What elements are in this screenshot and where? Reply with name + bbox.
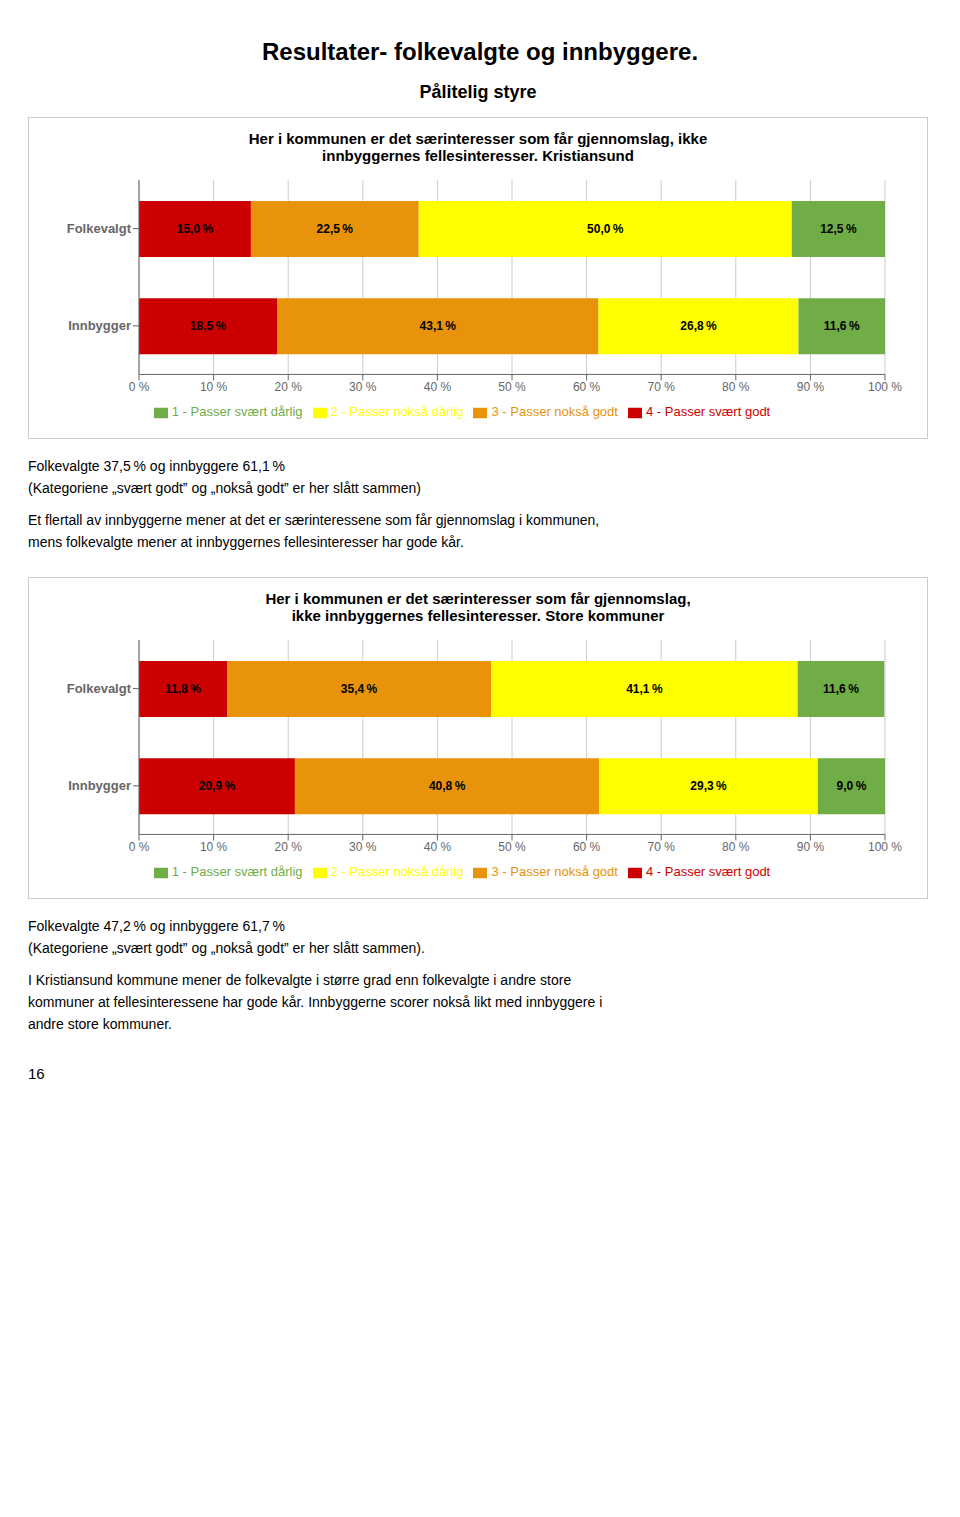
svg-text:90 %: 90 % [797,380,825,394]
svg-text:40 %: 40 % [424,840,452,854]
html-text:3 - Passer nokså godt: 3 - Passer nokså godt [491,404,618,420]
svg-text:80 %: 80 % [722,840,750,854]
html-text:2 - Passer nokså dårlig: 2 - Passer nokså dårlig [330,864,464,880]
svg-text:11,6 %: 11,6 % [823,682,859,696]
svg-text:43,1 %: 43,1 % [420,319,457,333]
html-text:4 - Passer svært godt: 4 - Passer svært godt [646,404,771,420]
html-text:(Kategoriene „svært godt” og „: (Kategoriene „svært godt” og „nokså godt… [28,940,425,956]
html-text:16: 16 [28,1065,45,1082]
svg-text:70 %: 70 % [648,840,676,854]
svg-text:15,0 %: 15,0 % [177,222,214,236]
html-text:Folkevalgte 47,2 % og innbygge: Folkevalgte 47,2 % og innbyggere 61,7 % [28,918,285,934]
html-text:Folkevalgte 37,5 % og innbygge: Folkevalgte 37,5 % og innbyggere 61,1 % [28,458,285,474]
svg-text:Folkevalgt: Folkevalgt [67,221,132,236]
svg-text:22,5 %: 22,5 % [317,222,354,236]
svg-text:50 %: 50 % [498,380,526,394]
svg-text:70 %: 70 % [648,380,676,394]
html-text:Resultater- folkevalgte og inn: Resultater- folkevalgte og innbyggere. [262,38,698,65]
html-text:andre store kommuner.: andre store kommuner. [28,1016,172,1032]
svg-text:18,5 %: 18,5 % [190,319,227,333]
svg-text:20 %: 20 % [275,380,303,394]
svg-text:41,1 %: 41,1 % [626,682,663,696]
svg-text:12,5 %: 12,5 % [820,222,857,236]
html-text:1 - Passer svært dårlig: 1 - Passer svært dårlig [171,404,303,420]
svg-text:Folkevalgt: Folkevalgt [67,681,132,696]
svg-text:30 %: 30 % [349,380,377,394]
html-text:2 - Passer nokså dårlig: 2 - Passer nokså dårlig [330,404,464,420]
svg-text:40,8 %: 40,8 % [429,779,466,793]
svg-text:10 %: 10 % [200,380,228,394]
svg-text:11,6 %: 11,6 % [824,319,860,333]
html-text:kommuner at fellesinteressene: kommuner at fellesinteressene har gode k… [28,994,603,1010]
svg-text:100 %: 100 % [868,840,902,854]
svg-text:80 %: 80 % [722,380,750,394]
svg-text:90 %: 90 % [797,840,825,854]
svg-text:35,4 %: 35,4 % [341,682,378,696]
svg-text:0 %: 0 % [129,840,150,854]
svg-text:40 %: 40 % [424,380,452,394]
svg-text:10 %: 10 % [200,840,228,854]
html-text:I Kristiansund kommune mener d: I Kristiansund kommune mener de folkeval… [28,972,572,988]
html-text:Pålitelig styre: Pålitelig styre [419,82,537,102]
html-text:Her i kommunen er det særinter: Her i kommunen er det særinteresser som … [248,130,708,164]
svg-text:60 %: 60 % [573,380,601,394]
svg-text:11,8 %: 11,8 % [165,682,201,696]
html-text:3 - Passer nokså godt: 3 - Passer nokså godt [491,864,618,880]
html-text:Et flertall av innbyggerne men: Et flertall av innbyggerne mener at det … [28,512,600,528]
svg-text:30 %: 30 % [349,840,377,854]
svg-text:50 %: 50 % [498,840,526,854]
html-text:1 - Passer svært dårlig: 1 - Passer svært dårlig [171,864,303,880]
svg-text:50,0 %: 50,0 % [587,222,624,236]
svg-text:9,0 %: 9,0 % [837,779,867,793]
html-text:4 - Passer svært godt: 4 - Passer svært godt [646,864,771,880]
svg-text:Innbygger: Innbygger [68,318,131,333]
svg-text:20,9 %: 20,9 % [199,779,236,793]
svg-text:20 %: 20 % [275,840,303,854]
svg-text:26,8 %: 26,8 % [680,319,717,333]
svg-text:100 %: 100 % [868,380,902,394]
html-text:mens folkevalgte mener at innb: mens folkevalgte mener at innbyggernes f… [28,534,464,550]
svg-text:60 %: 60 % [573,840,601,854]
svg-text:29,3 %: 29,3 % [690,779,727,793]
html-text:(Kategoriene „svært godt” og „: (Kategoriene „svært godt” og „nokså godt… [28,480,421,496]
svg-text:Innbygger: Innbygger [68,778,131,793]
html-text:Her i kommunen er det særinter: Her i kommunen er det særinteresser som … [265,590,691,624]
svg-text:0 %: 0 % [129,380,150,394]
